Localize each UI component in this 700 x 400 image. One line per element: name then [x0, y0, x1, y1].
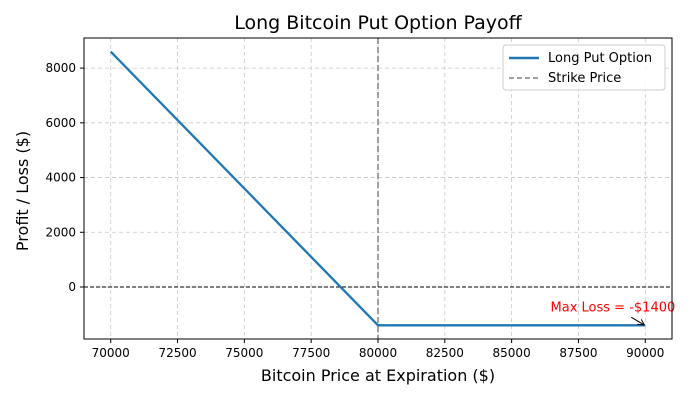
chart-title: Long Bitcoin Put Option Payoff	[234, 12, 522, 34]
legend-box	[502, 44, 666, 91]
x-tick-label: 85000	[493, 346, 531, 360]
series-line-long-put	[109, 50, 646, 327]
x-tick-label: 72500	[158, 346, 196, 360]
series-layer	[109, 50, 646, 327]
legend: Long Put Option Strike Price	[502, 44, 666, 91]
x-tick-label: 75000	[225, 346, 263, 360]
legend-label-strike: Strike Price	[548, 71, 621, 86]
x-axis-label: Bitcoin Price at Expiration ($)	[261, 366, 495, 385]
annotation-layer: Max Loss = -$1400	[551, 300, 676, 326]
x-tick-label: 87500	[559, 346, 597, 360]
x-tick-label: 70000	[92, 346, 130, 360]
annotation-arrow-shaft	[631, 316, 644, 325]
x-tick-label: 77500	[292, 346, 330, 360]
y-tick-label: 6000	[45, 116, 76, 130]
max-loss-annotation: Max Loss = -$1400	[551, 300, 676, 315]
y-tick-label: 4000	[45, 171, 76, 185]
legend-label-put: Long Put Option	[548, 51, 652, 66]
x-tick-label: 82500	[426, 346, 464, 360]
x-tick-label: 80000	[359, 346, 397, 360]
y-tick-label: 8000	[45, 61, 76, 75]
axis-ticks: 70000 72500 75000 77500 80000 82500 85000 87500…	[45, 61, 664, 360]
reference-lines	[84, 38, 672, 339]
y-tick-label: 0	[68, 280, 76, 294]
x-tick-label: 90000	[626, 346, 664, 360]
y-axis-label: Profit / Loss ($)	[13, 131, 32, 251]
annotation-arrow-head	[637, 319, 645, 326]
y-tick-label: 2000	[45, 225, 76, 239]
